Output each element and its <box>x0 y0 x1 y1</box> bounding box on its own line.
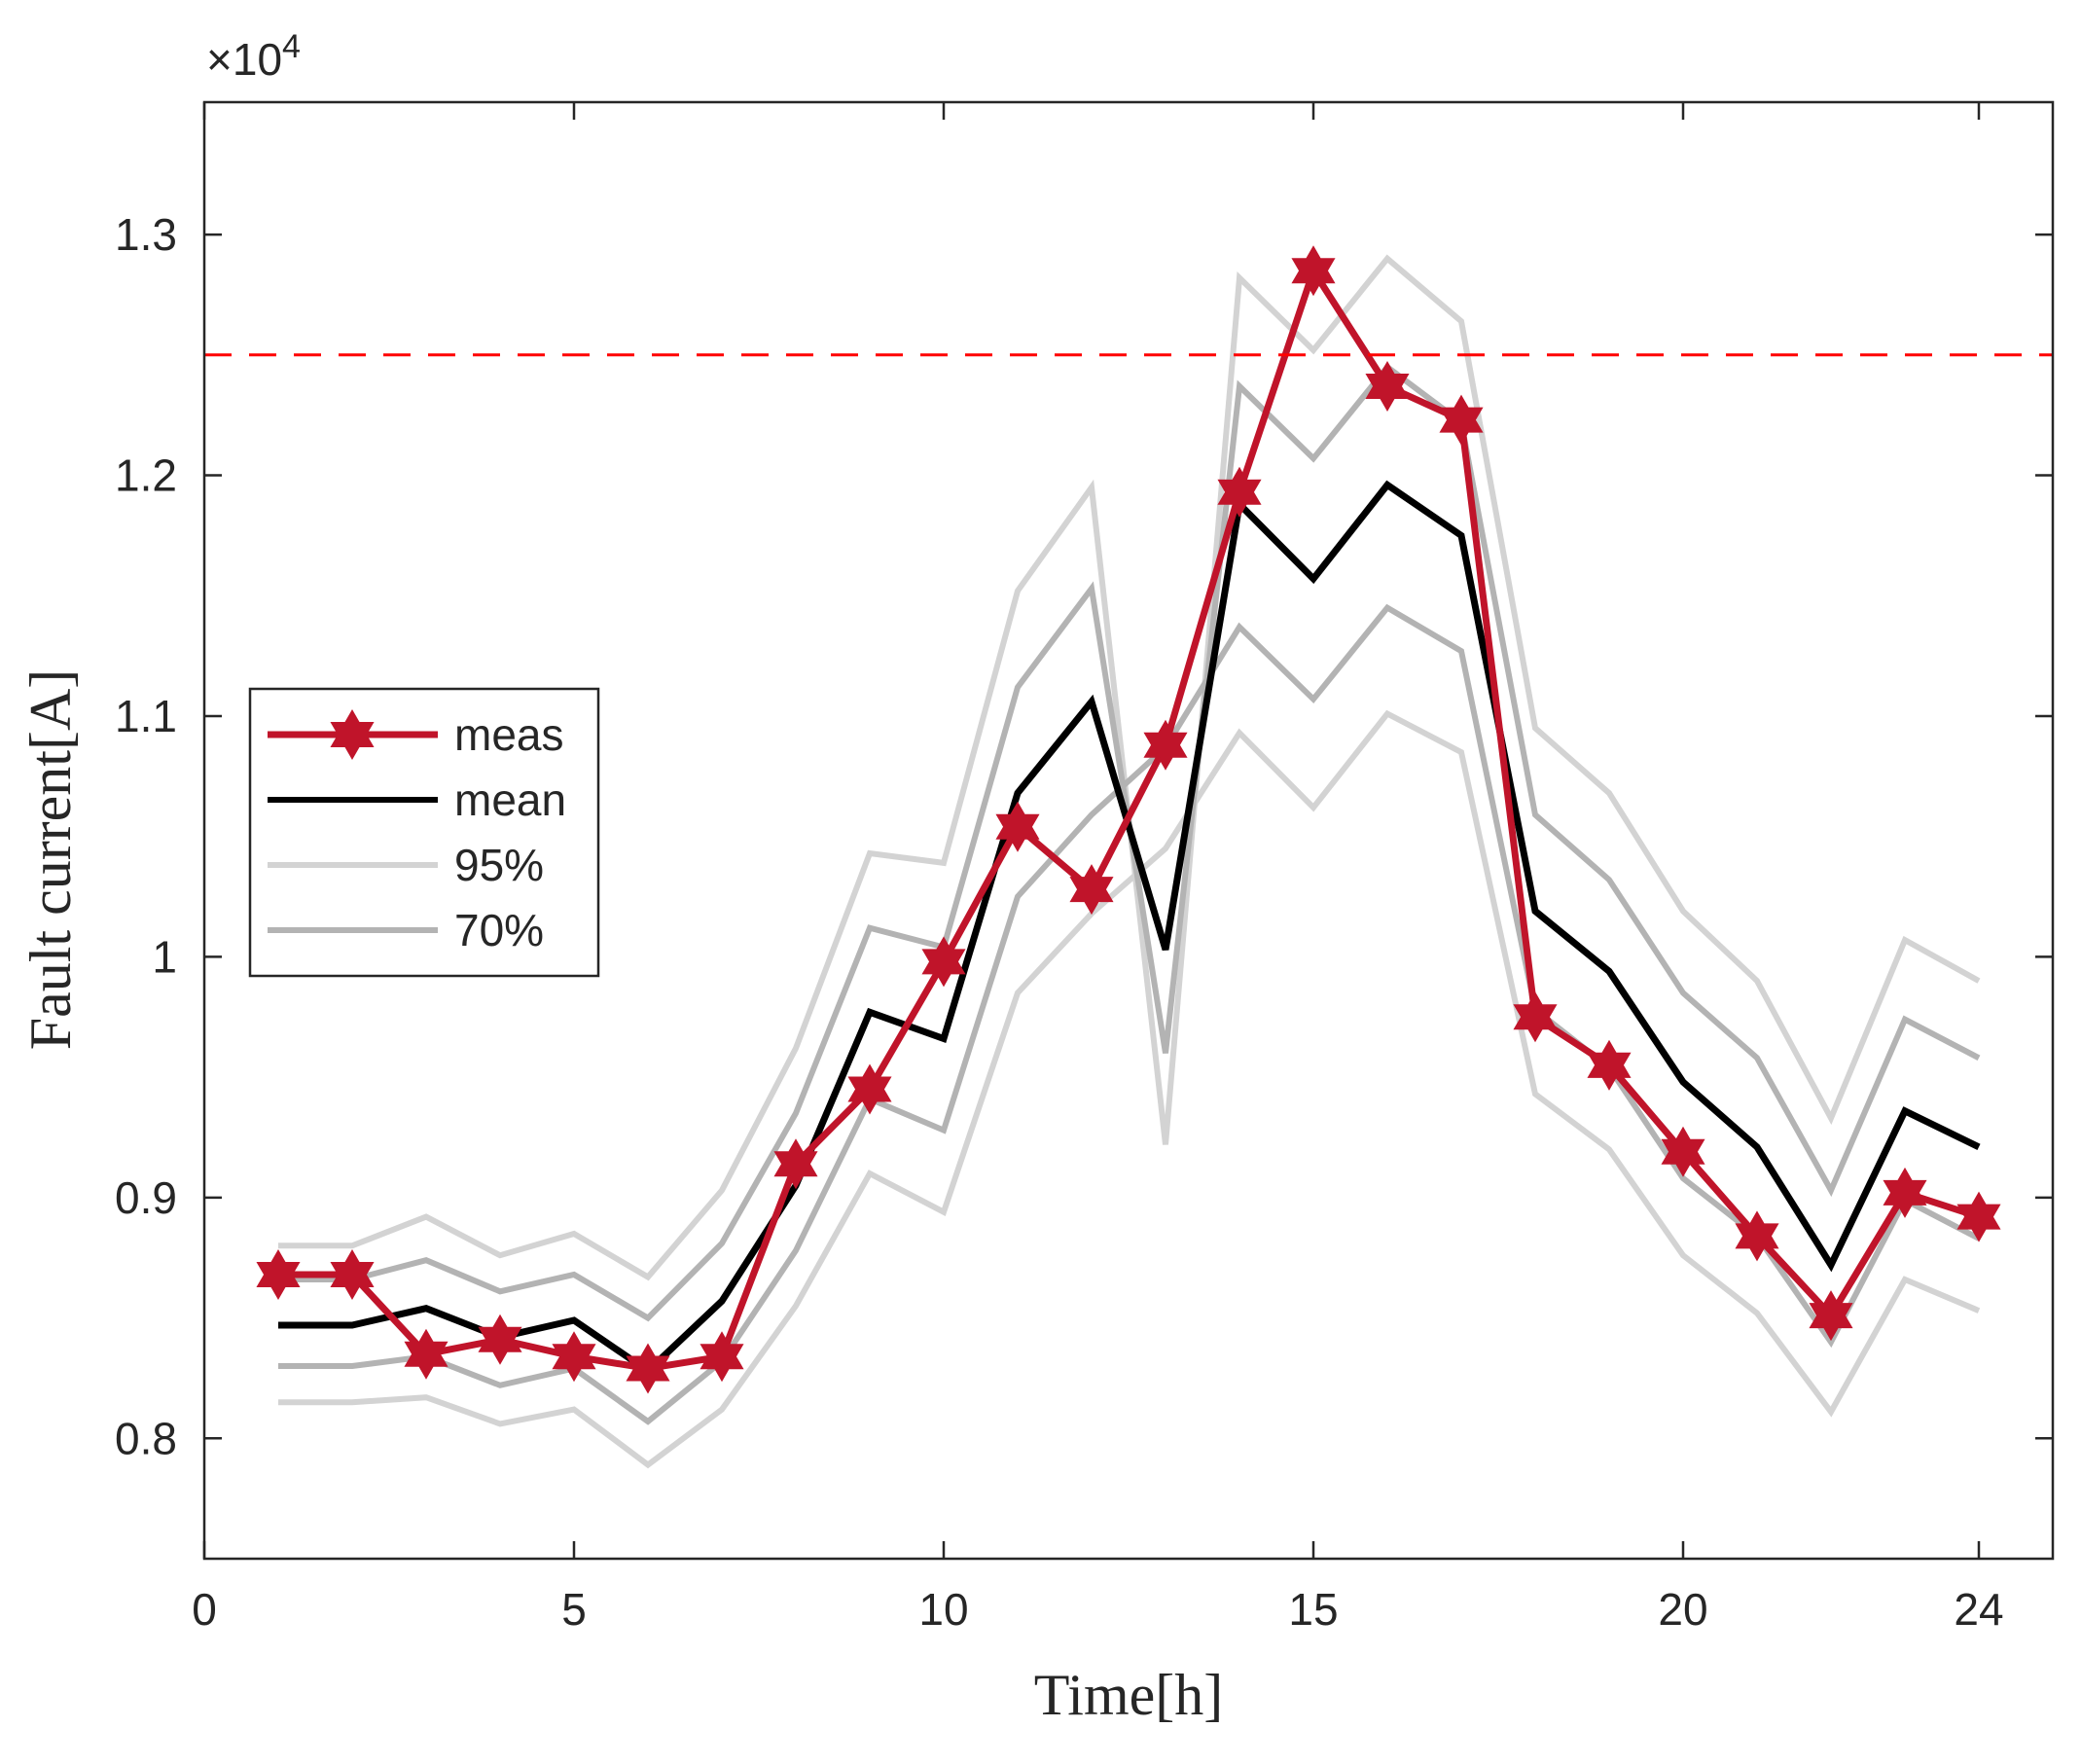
legend: meas mean 95% 70% <box>248 687 600 978</box>
series-layer <box>256 245 2001 1469</box>
meas-point <box>700 1331 744 1383</box>
x-tick-label: 15 <box>1288 1584 1338 1635</box>
x-tick-label: 5 <box>561 1584 587 1635</box>
x-tick-label: 20 <box>1658 1584 1707 1635</box>
y-axis-label: Fault current[A] <box>18 669 83 1051</box>
legend-label: mean <box>454 774 566 825</box>
series-line-band <box>278 709 1981 1469</box>
legend-label: meas <box>454 709 563 760</box>
series-line-mean <box>278 480 1981 1376</box>
meas-point <box>921 936 966 988</box>
meas-point <box>1217 466 1262 518</box>
y-exponent-label: ×104 <box>206 28 301 85</box>
meas-point <box>1513 991 1558 1043</box>
meas-point <box>1809 1290 1853 1342</box>
meas-point <box>478 1314 522 1365</box>
meas-point <box>995 801 1040 852</box>
meas-point <box>1661 1126 1705 1177</box>
y-tick-label: 0.8 <box>115 1413 177 1463</box>
legend-marker <box>330 708 375 761</box>
y-tick-label: 1.2 <box>115 450 177 501</box>
y-tick-label: 1.1 <box>115 691 177 741</box>
axes-box <box>202 100 2055 1561</box>
meas-point <box>773 1138 818 1190</box>
x-tick-label: 24 <box>1954 1584 2003 1635</box>
meas-point <box>626 1343 670 1394</box>
y-tick-label: 1 <box>152 931 177 982</box>
meas-point <box>1291 245 1336 297</box>
meas-point <box>1883 1167 1927 1218</box>
x-tick-label: 10 <box>918 1584 968 1635</box>
meas-point <box>1735 1210 1779 1262</box>
meas-point <box>847 1063 892 1115</box>
meas-point <box>1956 1191 2001 1242</box>
x-tick-label: 0 <box>192 1584 217 1635</box>
meas-point <box>1587 1039 1632 1091</box>
meas-point <box>404 1328 448 1380</box>
legend-label: 70% <box>454 905 544 955</box>
meas-point <box>330 1248 375 1301</box>
meas-point <box>1069 864 1114 916</box>
legend-label: 95% <box>454 840 544 890</box>
meas-point <box>1439 394 1484 446</box>
meas-point <box>552 1331 596 1383</box>
tick-layer: 0 5 10 15 20 24 0.8 0.9 1 1.1 1.2 1.3 <box>115 102 2053 1635</box>
y-tick-label: 1.3 <box>115 209 177 260</box>
meas-point <box>1143 719 1188 771</box>
meas-point <box>256 1248 301 1301</box>
meas-point <box>1365 360 1410 413</box>
series-line-band <box>278 603 1981 1425</box>
x-axis-label: Time[h] <box>1034 1663 1223 1727</box>
y-tick-label: 0.9 <box>115 1172 177 1223</box>
